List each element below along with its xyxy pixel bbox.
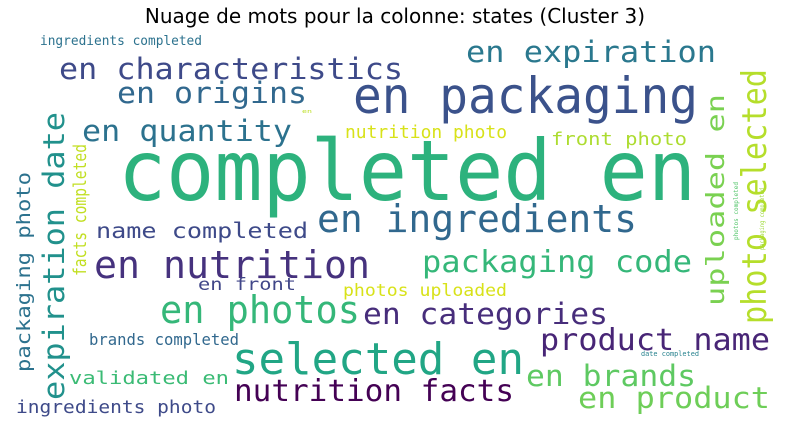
word-en-brands: en brands [526,359,696,393]
word-en-photos: en photos [160,288,360,332]
word-en-quantity: en quantity [82,114,292,148]
word-ingredients-completed: ingredients completed [40,34,202,49]
word-date-completed: date completed [641,350,699,358]
word-packaging-photo: packaging photo [13,172,35,372]
word-facts-completed: facts completed [70,144,91,276]
word-validated-en: validated en [69,368,229,389]
word-photos-uploaded: photos uploaded [343,281,507,301]
word-packaging-code: packaging code [422,245,692,280]
chart-title: Nuage de mots pour la colonne: states (C… [144,4,646,28]
word-product-name: product name [540,323,770,358]
word-en-expiration: en expiration [466,35,716,69]
word-ingredients-photo: ingredients photo [16,397,216,418]
word-nutrition-photo: nutrition photo [345,122,507,143]
word-brands-completed: brands completed [89,330,239,349]
word-front-photo: front photo [551,129,687,150]
word-en-nutrition: en nutrition [94,243,370,287]
word-photo-selected: photo selected [735,69,775,324]
word-en: en [302,109,312,115]
word-selected-en: selected en [232,334,524,385]
word-name-completed: name completed [96,219,308,243]
word-en-front: en front [198,275,296,295]
word-en-characteristics: en characteristics [59,52,403,86]
word-en-product: en product [578,381,770,415]
word-uploaded-en: uploaded en [701,94,730,306]
word-en-ingredients: en ingredients [317,197,637,241]
word-packaging-completed: packaging completed [759,188,766,250]
word-en-categories: en categories [363,297,608,331]
word-photos-completed: photos completed [733,182,740,240]
word-completed-en: completed en [118,122,696,220]
word-en-packaging: en packaging [353,67,698,125]
word-en-origins: en origins [117,76,307,110]
word-expiration-date: expiration date [37,112,71,400]
word-nutrition-facts: nutrition facts [234,374,514,409]
